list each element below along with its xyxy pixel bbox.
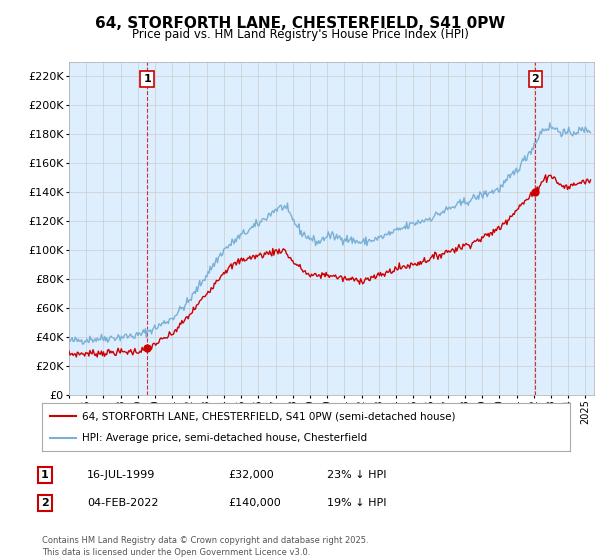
Text: £140,000: £140,000: [228, 498, 281, 508]
Text: 1: 1: [143, 74, 151, 84]
Text: 2: 2: [41, 498, 49, 508]
Text: 04-FEB-2022: 04-FEB-2022: [87, 498, 158, 508]
Text: Contains HM Land Registry data © Crown copyright and database right 2025.
This d: Contains HM Land Registry data © Crown c…: [42, 536, 368, 557]
Text: 64, STORFORTH LANE, CHESTERFIELD, S41 0PW: 64, STORFORTH LANE, CHESTERFIELD, S41 0P…: [95, 16, 505, 31]
Text: 16-JUL-1999: 16-JUL-1999: [87, 470, 155, 480]
Text: 2: 2: [532, 74, 539, 84]
Text: 64, STORFORTH LANE, CHESTERFIELD, S41 0PW (semi-detached house): 64, STORFORTH LANE, CHESTERFIELD, S41 0P…: [82, 411, 455, 421]
Text: HPI: Average price, semi-detached house, Chesterfield: HPI: Average price, semi-detached house,…: [82, 433, 367, 443]
Text: 23% ↓ HPI: 23% ↓ HPI: [327, 470, 386, 480]
Text: 19% ↓ HPI: 19% ↓ HPI: [327, 498, 386, 508]
Text: Price paid vs. HM Land Registry's House Price Index (HPI): Price paid vs. HM Land Registry's House …: [131, 28, 469, 41]
Text: 1: 1: [41, 470, 49, 480]
Text: £32,000: £32,000: [228, 470, 274, 480]
